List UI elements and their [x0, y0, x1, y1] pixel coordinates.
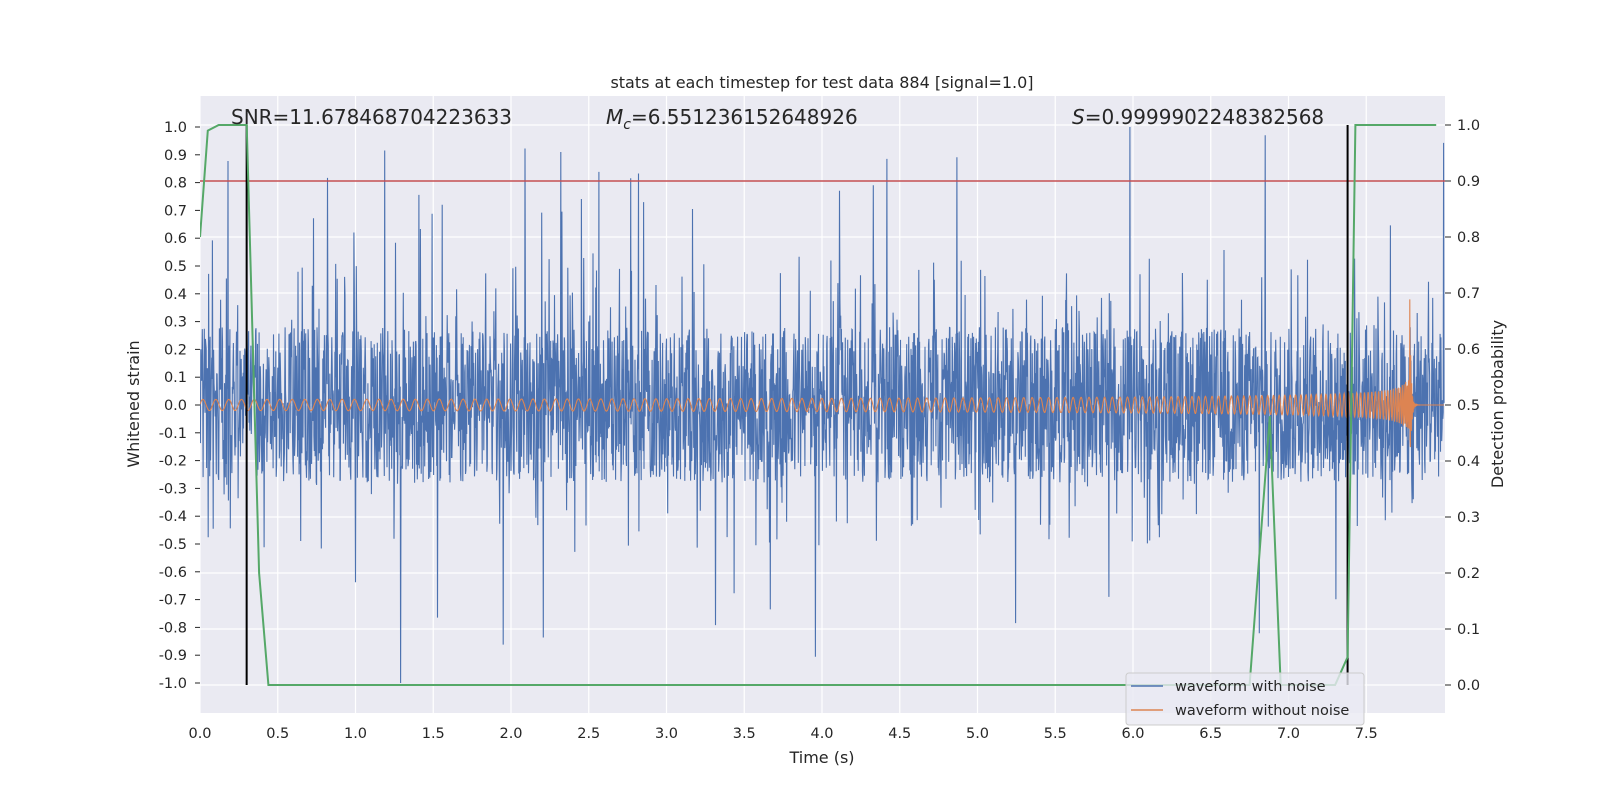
x-tick-label: 1.0: [344, 726, 367, 742]
x-axis: 0.0 0.5 1.0 1.5 2.0 2.5 3.0 3.5 4.0 4.5 5.0 5.5 6.0 6…: [188, 726, 1377, 742]
y-left-tick-label: -0.5: [159, 537, 187, 553]
y-left-tick-label: -0.2: [159, 454, 187, 470]
y-left-tick-label: 0.8: [164, 176, 187, 192]
s-annotation: S=0.9999902248382568: [1072, 105, 1324, 129]
y-right-tick-label: 0.7: [1457, 286, 1480, 302]
y-right-tick-label: 0.3: [1457, 510, 1480, 526]
y-right-tick-label: 0.2: [1457, 566, 1480, 582]
y-axis-left: 1.0 0.9 0.8 0.7 0.6 0.5 0.4 0.3 0.2 0.1 0.0 -0.1 -0.…: [159, 120, 200, 692]
x-tick-label: 5.0: [966, 726, 989, 742]
x-tick-label: 2.5: [577, 726, 600, 742]
y-axis-right: 1.0 0.9 0.8 0.7 0.6 0.5 0.4 0.3 0.2 0.1 0.0: [1445, 118, 1480, 694]
y-axis-right-label: Detection probability: [1488, 320, 1507, 488]
snr-annotation: SNR=11.678468704223633: [231, 105, 512, 129]
x-tick-label: 7.5: [1355, 726, 1378, 742]
x-axis-label: Time (s): [788, 748, 854, 767]
x-tick-label: 6.0: [1121, 726, 1144, 742]
legend: waveform with noise waveform without noi…: [1125, 672, 1365, 726]
y-left-tick-label: -0.4: [159, 509, 187, 525]
x-tick-label: 0.5: [266, 726, 289, 742]
x-tick-label: 5.5: [1044, 726, 1067, 742]
series-detection-probability: [200, 124, 1437, 686]
series-waveform-without-noise: [200, 299, 1444, 448]
y-left-tick-label: -0.1: [159, 426, 187, 442]
y-left-tick-label: 0.0: [164, 398, 187, 414]
y-axis-left-label: Whitened strain: [124, 340, 143, 467]
y-right-tick-label: 0.1: [1457, 622, 1480, 638]
y-left-tick-label: 0.1: [164, 370, 187, 386]
x-tick-label: 6.5: [1199, 726, 1222, 742]
y-right-tick-label: 0.8: [1457, 230, 1480, 246]
y-left-tick-label: 0.2: [164, 342, 187, 358]
y-right-tick-label: 1.0: [1457, 118, 1480, 134]
y-left-tick-label: 0.6: [164, 231, 187, 247]
x-tick-label: 2.0: [499, 726, 522, 742]
y-left-tick-label: 1.0: [164, 120, 187, 136]
x-tick-label: 7.0: [1277, 726, 1300, 742]
y-left-tick-label: 0.4: [164, 287, 187, 303]
x-tick-label: 4.5: [888, 726, 911, 742]
y-right-tick-label: 0.6: [1457, 342, 1480, 358]
y-left-tick-label: 0.3: [164, 315, 187, 331]
x-tick-label: 0.0: [188, 726, 211, 742]
x-tick-label: 3.0: [655, 726, 678, 742]
y-left-tick-label: 0.7: [164, 203, 187, 219]
mc-annotation: Mc=6.551236152648926: [606, 105, 858, 133]
y-left-tick-label: 0.5: [164, 259, 187, 275]
x-tick-label: 4.0: [810, 726, 833, 742]
y-left-tick-label: -1.0: [159, 676, 187, 692]
legend-label-noise: waveform with noise: [1175, 679, 1326, 695]
y-right-tick-label: 0.5: [1457, 398, 1480, 414]
y-left-tick-label: -0.8: [159, 620, 187, 636]
legend-label-clean: waveform without noise: [1175, 703, 1349, 719]
y-left-tick-label: 0.9: [164, 148, 187, 164]
y-left-tick-label: -0.9: [159, 648, 187, 664]
y-right-tick-label: 0.0: [1457, 678, 1480, 694]
y-right-tick-label: 0.9: [1457, 174, 1480, 190]
y-left-tick-label: -0.3: [159, 481, 187, 497]
x-tick-label: 3.5: [733, 726, 756, 742]
y-left-tick-label: -0.7: [159, 593, 187, 609]
x-tick-label: 1.5: [422, 726, 445, 742]
y-left-tick-label: -0.6: [159, 565, 187, 581]
chart-title: stats at each timestep for test data 884…: [610, 73, 1033, 92]
y-right-tick-label: 0.4: [1457, 454, 1480, 470]
